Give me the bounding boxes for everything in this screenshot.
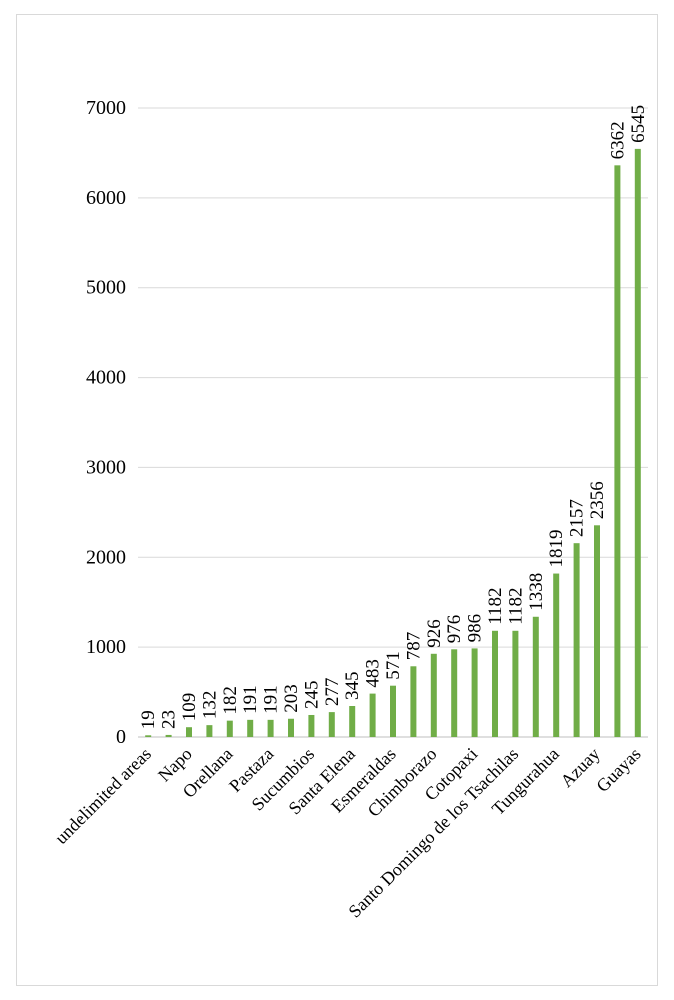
y-tick-label: 5000 bbox=[86, 277, 126, 299]
bar bbox=[430, 653, 437, 737]
data-label: 19 bbox=[138, 710, 159, 729]
data-label: 191 bbox=[261, 685, 282, 714]
y-tick-label: 0 bbox=[116, 726, 126, 748]
data-label: 6362 bbox=[607, 121, 628, 159]
bar bbox=[186, 727, 192, 737]
y-tick-label: 3000 bbox=[86, 456, 126, 478]
data-label: 109 bbox=[179, 693, 200, 722]
bar bbox=[390, 685, 396, 737]
chart-area bbox=[16, 14, 658, 986]
data-label: 571 bbox=[383, 651, 404, 680]
data-label: 1182 bbox=[485, 587, 506, 624]
data-label: 203 bbox=[281, 684, 302, 713]
bar bbox=[573, 543, 580, 737]
data-label: 976 bbox=[444, 615, 465, 644]
data-label: 191 bbox=[240, 685, 261, 714]
bar bbox=[308, 714, 315, 737]
data-label: 6545 bbox=[628, 105, 649, 143]
bar bbox=[410, 666, 417, 737]
data-label: 986 bbox=[465, 614, 486, 643]
bar bbox=[594, 525, 600, 737]
bar bbox=[226, 720, 233, 737]
bar bbox=[206, 725, 213, 737]
data-label: 483 bbox=[363, 659, 384, 688]
data-label: 2356 bbox=[587, 481, 608, 519]
data-label: 23 bbox=[159, 710, 180, 729]
data-label: 926 bbox=[424, 619, 445, 648]
bar bbox=[267, 719, 274, 737]
bar bbox=[288, 718, 294, 737]
bar bbox=[471, 648, 478, 737]
y-tick-label: 4000 bbox=[86, 367, 126, 389]
gridlines bbox=[138, 107, 648, 738]
y-axis-ticks: 0 1000 2000 3000 4000 5000 6000 7000 bbox=[86, 97, 126, 748]
bar bbox=[369, 693, 376, 737]
y-tick-label: 6000 bbox=[86, 187, 126, 209]
bar bbox=[145, 735, 152, 737]
data-label: 182 bbox=[220, 686, 241, 715]
bar bbox=[634, 148, 641, 737]
data-label: 1819 bbox=[546, 530, 567, 568]
bar bbox=[328, 712, 335, 737]
bar bbox=[247, 719, 254, 737]
data-label: 787 bbox=[403, 632, 424, 661]
bar bbox=[451, 649, 458, 737]
data-labels: 19 23 109 132 182 191 191 203 245 277 345 483 571787… bbox=[138, 105, 649, 729]
y-tick-label: 2000 bbox=[86, 546, 126, 568]
bar bbox=[532, 616, 539, 737]
data-label: 345 bbox=[342, 671, 363, 700]
y-tick-label: 7000 bbox=[86, 97, 126, 119]
data-label: 1338 bbox=[526, 573, 547, 611]
bar bbox=[349, 705, 356, 737]
data-label: 132 bbox=[199, 691, 220, 720]
data-label: 245 bbox=[301, 680, 322, 709]
data-label: 1182 bbox=[505, 587, 526, 624]
bar bbox=[553, 573, 560, 737]
bar bbox=[492, 630, 498, 737]
bar bbox=[614, 165, 621, 737]
bar bbox=[165, 734, 172, 737]
y-tick-label: 1000 bbox=[86, 636, 126, 658]
data-label: 2157 bbox=[567, 499, 588, 537]
bar bbox=[512, 630, 519, 737]
x-tick-label: Guayas bbox=[592, 744, 644, 796]
data-label: 277 bbox=[322, 678, 343, 707]
x-tick-label: undelimited areas bbox=[51, 744, 155, 848]
bars bbox=[145, 148, 641, 737]
x-axis-ticks: undelimited areas NapoOrellanaPastazaSucu… bbox=[51, 744, 645, 922]
